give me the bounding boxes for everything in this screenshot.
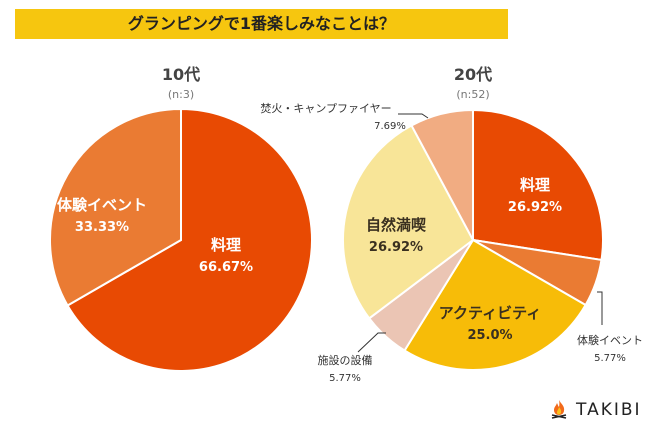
slice-label: 焚火・キャンプファイヤー [260,102,391,115]
slice-value: 25.0% [467,328,512,343]
campfire-icon [551,400,567,419]
pie-slice [342,124,475,320]
slice-label: 施設の設備 [318,353,373,367]
slice-label: 体験イベント [577,333,643,347]
pie-slice [472,108,604,262]
leader-line [357,332,386,353]
slice-label: 体験イベント [57,196,147,214]
slice-value: 66.67% [199,260,253,275]
slice-label: アクティビティ [439,304,541,322]
pie-title: 10代 [162,65,200,84]
pie-sample-size: (n:52) [456,88,489,101]
slice-value: 5.77% [594,353,626,364]
pie-slice [49,107,182,307]
leader-line [597,291,603,325]
slice-value: 5.77% [329,373,361,384]
pie-slice [66,107,313,372]
leader-line [398,113,429,119]
slice-value: 26.92% [369,240,423,255]
slice-label: 自然満喫 [366,216,427,234]
slice-value: 26.92% [508,200,562,215]
chart-title: グランピングで1番楽しみなことは？ [127,14,396,33]
pie-title: 20代 [454,65,492,84]
brand-name: TAKIBI [576,400,642,420]
slice-label: 料理 [211,236,241,254]
brand-logo: TAKIBI [548,399,642,421]
pie-sample-size: (n:3) [168,88,194,101]
pie-slice [403,238,587,371]
title-banner [15,9,508,39]
pie-slice [410,108,474,241]
slice-value: 33.33% [75,220,129,235]
slice-value: 7.69% [374,121,406,132]
slice-label: 料理 [520,176,550,194]
